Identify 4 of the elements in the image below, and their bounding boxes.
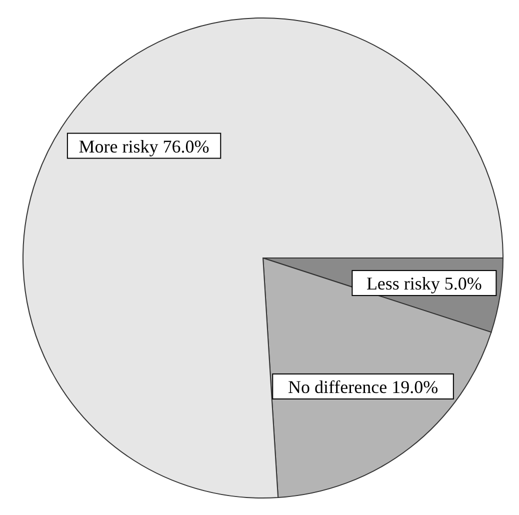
slice-label: Less risky 5.0% (366, 274, 482, 294)
pie-slice (22, 18, 504, 498)
slice-label: More risky 76.0% (78, 136, 210, 156)
slice-label: No difference 19.0% (288, 376, 438, 397)
